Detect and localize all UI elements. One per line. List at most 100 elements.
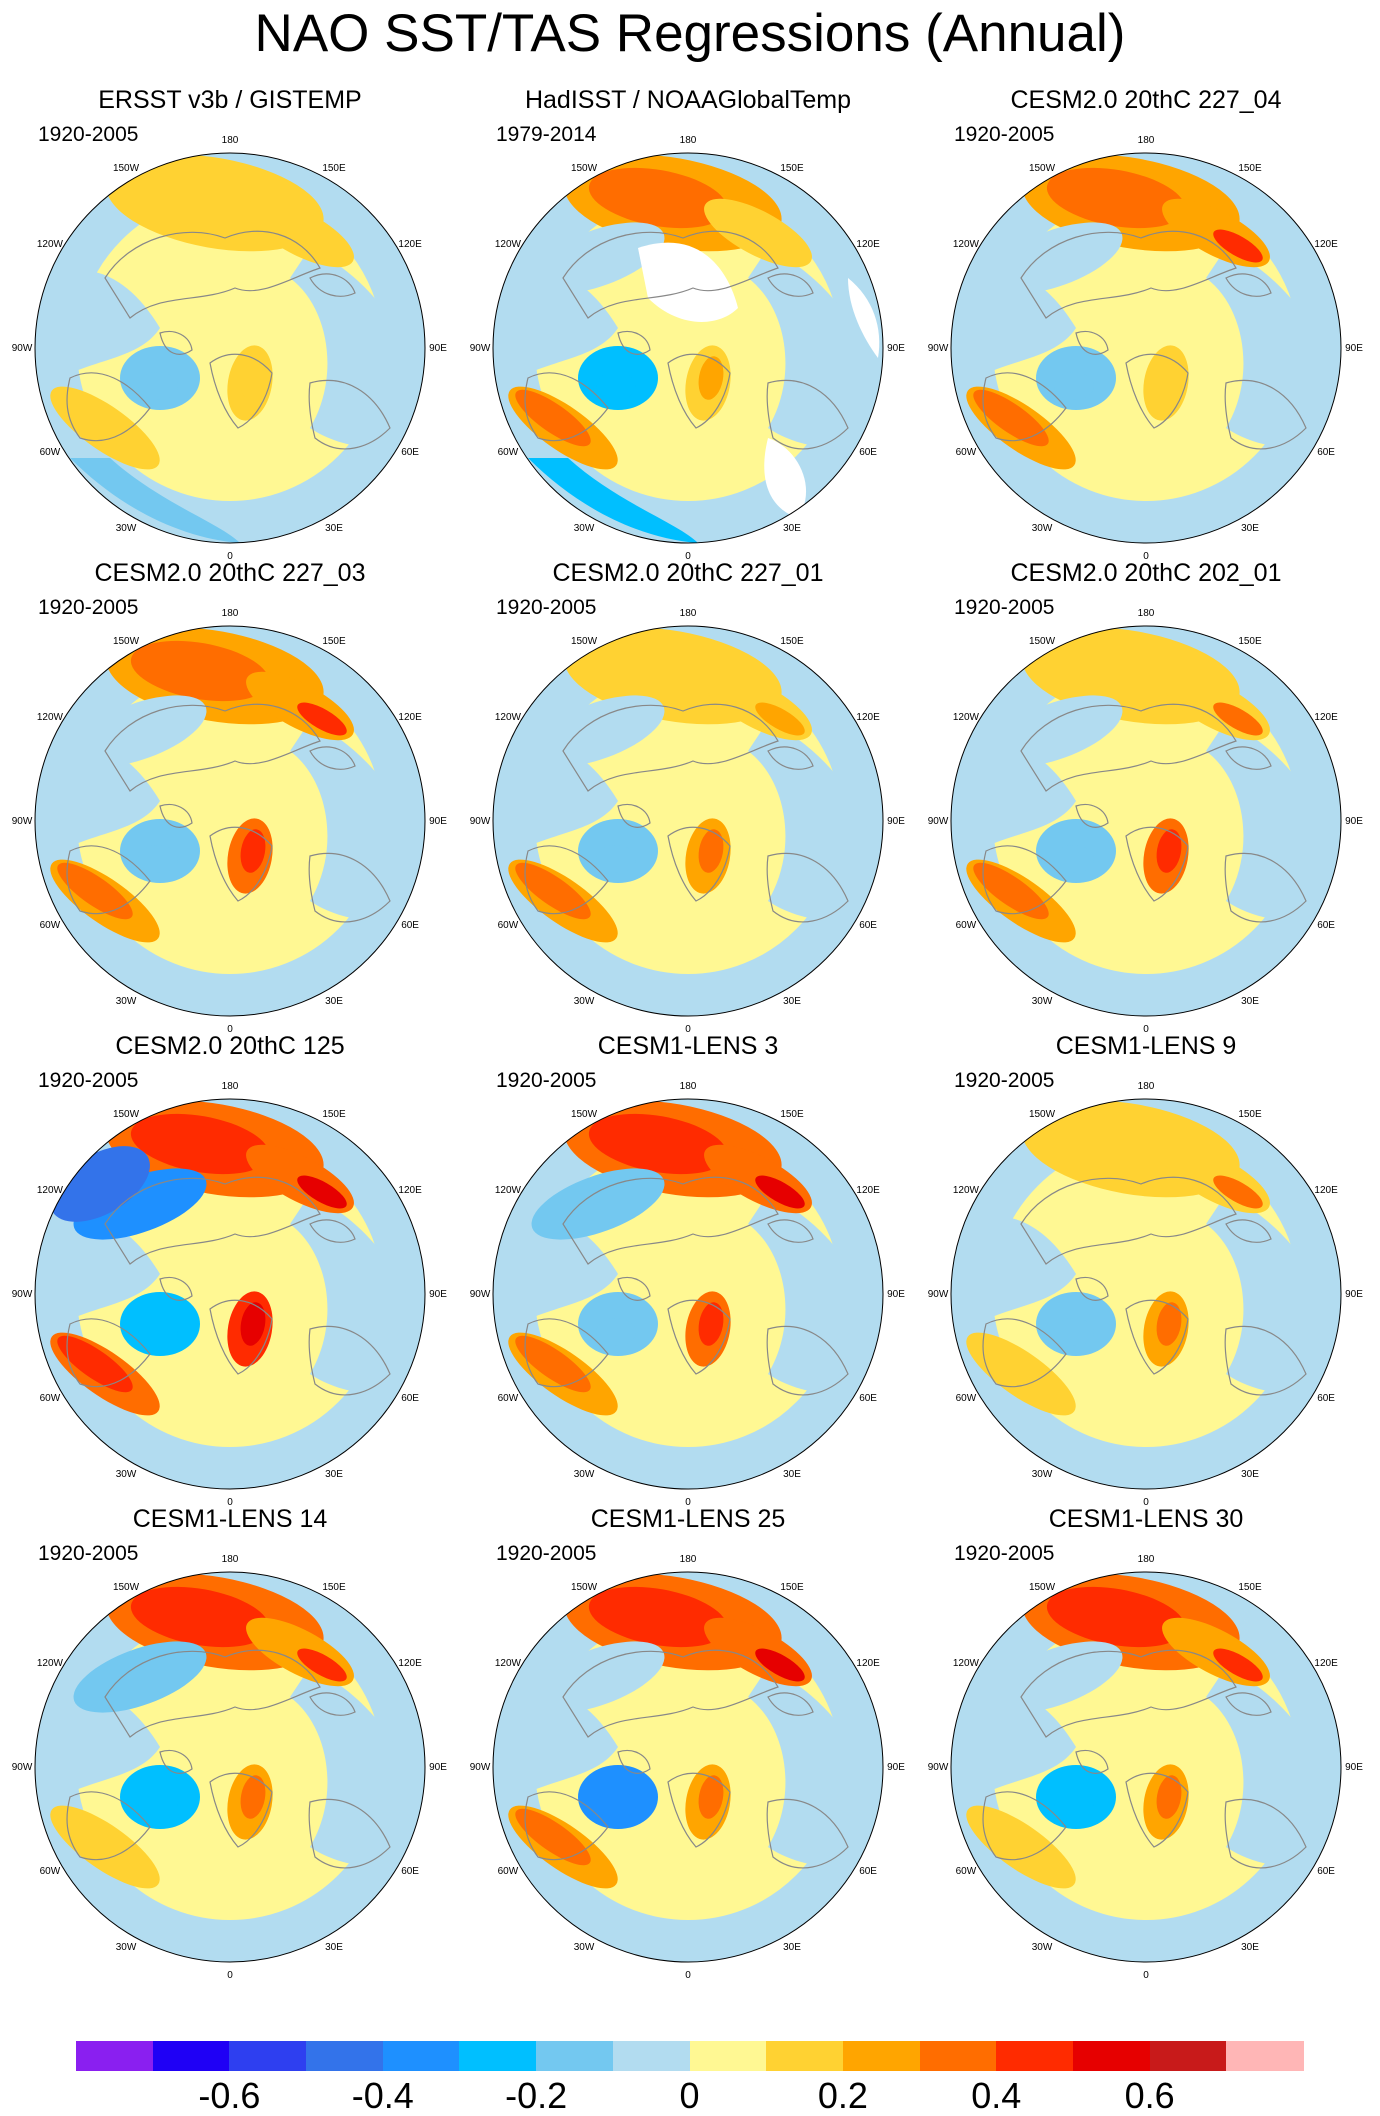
colorbar-swatch: [536, 2041, 614, 2071]
map-panel: CESM1-LENS 30 1920-2005 180 150E 120E 90E 60E 3…: [916, 1504, 1376, 1981]
map-boundary: [950, 1098, 1342, 1490]
longitude-label: 90W: [928, 816, 949, 827]
anomaly-gulf-core: [57, 862, 133, 920]
panel-title: CESM2.0 20thC 125: [115, 1032, 345, 1060]
colorbar-swatch: [919, 2041, 997, 2071]
coastline: [1125, 826, 1189, 902]
anomaly-pacific-core: [1046, 1586, 1186, 1648]
colorbar-tick-label: 0.2: [817, 2075, 868, 2116]
anomaly-cool-asia: [290, 1194, 425, 1393]
longitude-label: 90E: [887, 816, 905, 827]
colorbar-swatch: [76, 2041, 154, 2071]
map-boundary: [950, 1571, 1342, 1963]
panel-period: 1920-2005: [954, 123, 1055, 146]
anomaly-warm-pool-core: [297, 229, 347, 263]
polar-map: 180 150E 120E 90E 60E 30E 0 30W 60W 90W 120W 150W: [928, 135, 1364, 562]
longitude-label: 90W: [470, 1289, 491, 1300]
missing-data-patch: [848, 278, 880, 358]
map-panel: HadISST / NOAAGlobalTemp 1979-2014 180 150E…: [458, 85, 918, 562]
colorbar-tick-label: 0.6: [1124, 2075, 1175, 2116]
coastline: [766, 1325, 849, 1396]
longitude-label: 150E: [1238, 1109, 1262, 1120]
coastline: [766, 1798, 849, 1869]
longitude-label: 150E: [322, 1109, 346, 1120]
longitude-label: 60E: [401, 1393, 419, 1404]
coastline: [617, 803, 651, 828]
anomaly-pacific-core: [130, 640, 270, 702]
anomaly-labrador-core: [1054, 845, 1094, 873]
longitude-label: 150E: [322, 163, 346, 174]
longitude-label: 90E: [887, 343, 905, 354]
polar-map: 180 150E 120E 90E 60E 30E 0 30W 60W 90W 120W 150W: [470, 608, 906, 1035]
coastline: [562, 1649, 779, 1738]
polar-map: 180 150E 120E 90E 60E 30E 0 30W 60W 90W 120W 150W: [12, 135, 448, 562]
longitude-label: 90W: [12, 343, 33, 354]
coastline: [667, 1772, 731, 1848]
panel-period: 1920-2005: [954, 596, 1055, 619]
map-boundary: [34, 1571, 426, 1963]
longitude-label: 90W: [12, 816, 33, 827]
longitude-label: 60E: [1317, 1866, 1335, 1877]
anomaly-gulf-stream: [966, 1332, 1076, 1416]
longitude-label: 0: [1143, 1970, 1149, 1981]
colorbar-swatch: [1072, 2041, 1151, 2071]
longitude-label: 30E: [783, 1942, 801, 1953]
longitude-label: 30W: [574, 1942, 595, 1953]
longitude-label: 120E: [856, 1658, 880, 1669]
longitude-label: 150W: [1029, 636, 1056, 647]
anomaly-gulf-core: [973, 389, 1049, 447]
anomaly-cool-west: [50, 270, 160, 378]
longitude-label: 30E: [783, 996, 801, 1007]
longitude-label: 150E: [780, 1109, 804, 1120]
longitude-label: 60W: [498, 920, 519, 931]
polar-map: 180 150E 120E 90E 60E 30E 0 30W 60W 90W 120W 150W: [928, 1081, 1364, 1508]
longitude-label: 90E: [1345, 1289, 1363, 1300]
panel-title: CESM1-LENS 14: [132, 1505, 328, 1533]
anomaly-pacific-core: [588, 167, 728, 229]
anomaly-pacific-core: [130, 1586, 270, 1648]
anomaly-cool-asia: [1206, 1667, 1341, 1866]
anomaly-cool-west: [508, 1216, 618, 1324]
polar-map: 180 150E 120E 90E 60E 30E 0 30W 60W 90W 120W 150W: [12, 1081, 448, 1508]
coastline: [308, 379, 391, 450]
longitude-label: 60E: [859, 1866, 877, 1877]
map-panel: CESM1-LENS 9 1920-2005 180 150E 120E 90E 60E 30…: [916, 1031, 1376, 1508]
colorbar-tick-label: 0: [679, 2075, 700, 2116]
longitude-label: 60E: [1317, 1393, 1335, 1404]
panel-period: 1920-2005: [496, 596, 597, 619]
anomaly-labrador-core: [138, 845, 178, 873]
longitude-label: 60E: [401, 920, 419, 931]
longitude-label: 90E: [887, 1762, 905, 1773]
coastline: [766, 852, 849, 923]
longitude-label: 120W: [37, 1185, 64, 1196]
longitude-label: 90E: [429, 343, 447, 354]
longitude-label: 90E: [1345, 816, 1363, 827]
longitude-label: 30E: [1241, 996, 1259, 1007]
coastline: [767, 746, 814, 770]
coastline: [104, 230, 321, 319]
coastline: [667, 1299, 731, 1375]
anomaly-cool-asia: [1206, 248, 1341, 447]
anomaly-scandinavia-core: [698, 1302, 724, 1346]
longitude-label: 150E: [1238, 1582, 1262, 1593]
coastline: [1224, 852, 1307, 923]
anomaly-cool-west: [50, 1689, 160, 1797]
coastline: [1075, 803, 1109, 828]
anomaly-cool-asia: [290, 248, 425, 447]
anomaly-scandinavia-core: [698, 1775, 724, 1819]
longitude-label: 150E: [1238, 636, 1262, 647]
colorbar-swatch: [382, 2041, 460, 2071]
longitude-label: 180: [222, 1554, 239, 1565]
panel-title: CESM1-LENS 25: [590, 1505, 786, 1533]
coastline: [1075, 330, 1109, 355]
longitude-label: 60W: [956, 1393, 977, 1404]
coastline: [1125, 1299, 1189, 1375]
longitude-label: 30E: [325, 996, 343, 1007]
anomaly-cool-west: [508, 270, 618, 378]
coastline: [767, 273, 814, 297]
longitude-label: 150W: [571, 163, 598, 174]
coastline: [562, 230, 779, 319]
longitude-label: 30W: [116, 1942, 137, 1953]
longitude-label: 0: [685, 1497, 691, 1508]
longitude-label: 120E: [398, 712, 422, 723]
